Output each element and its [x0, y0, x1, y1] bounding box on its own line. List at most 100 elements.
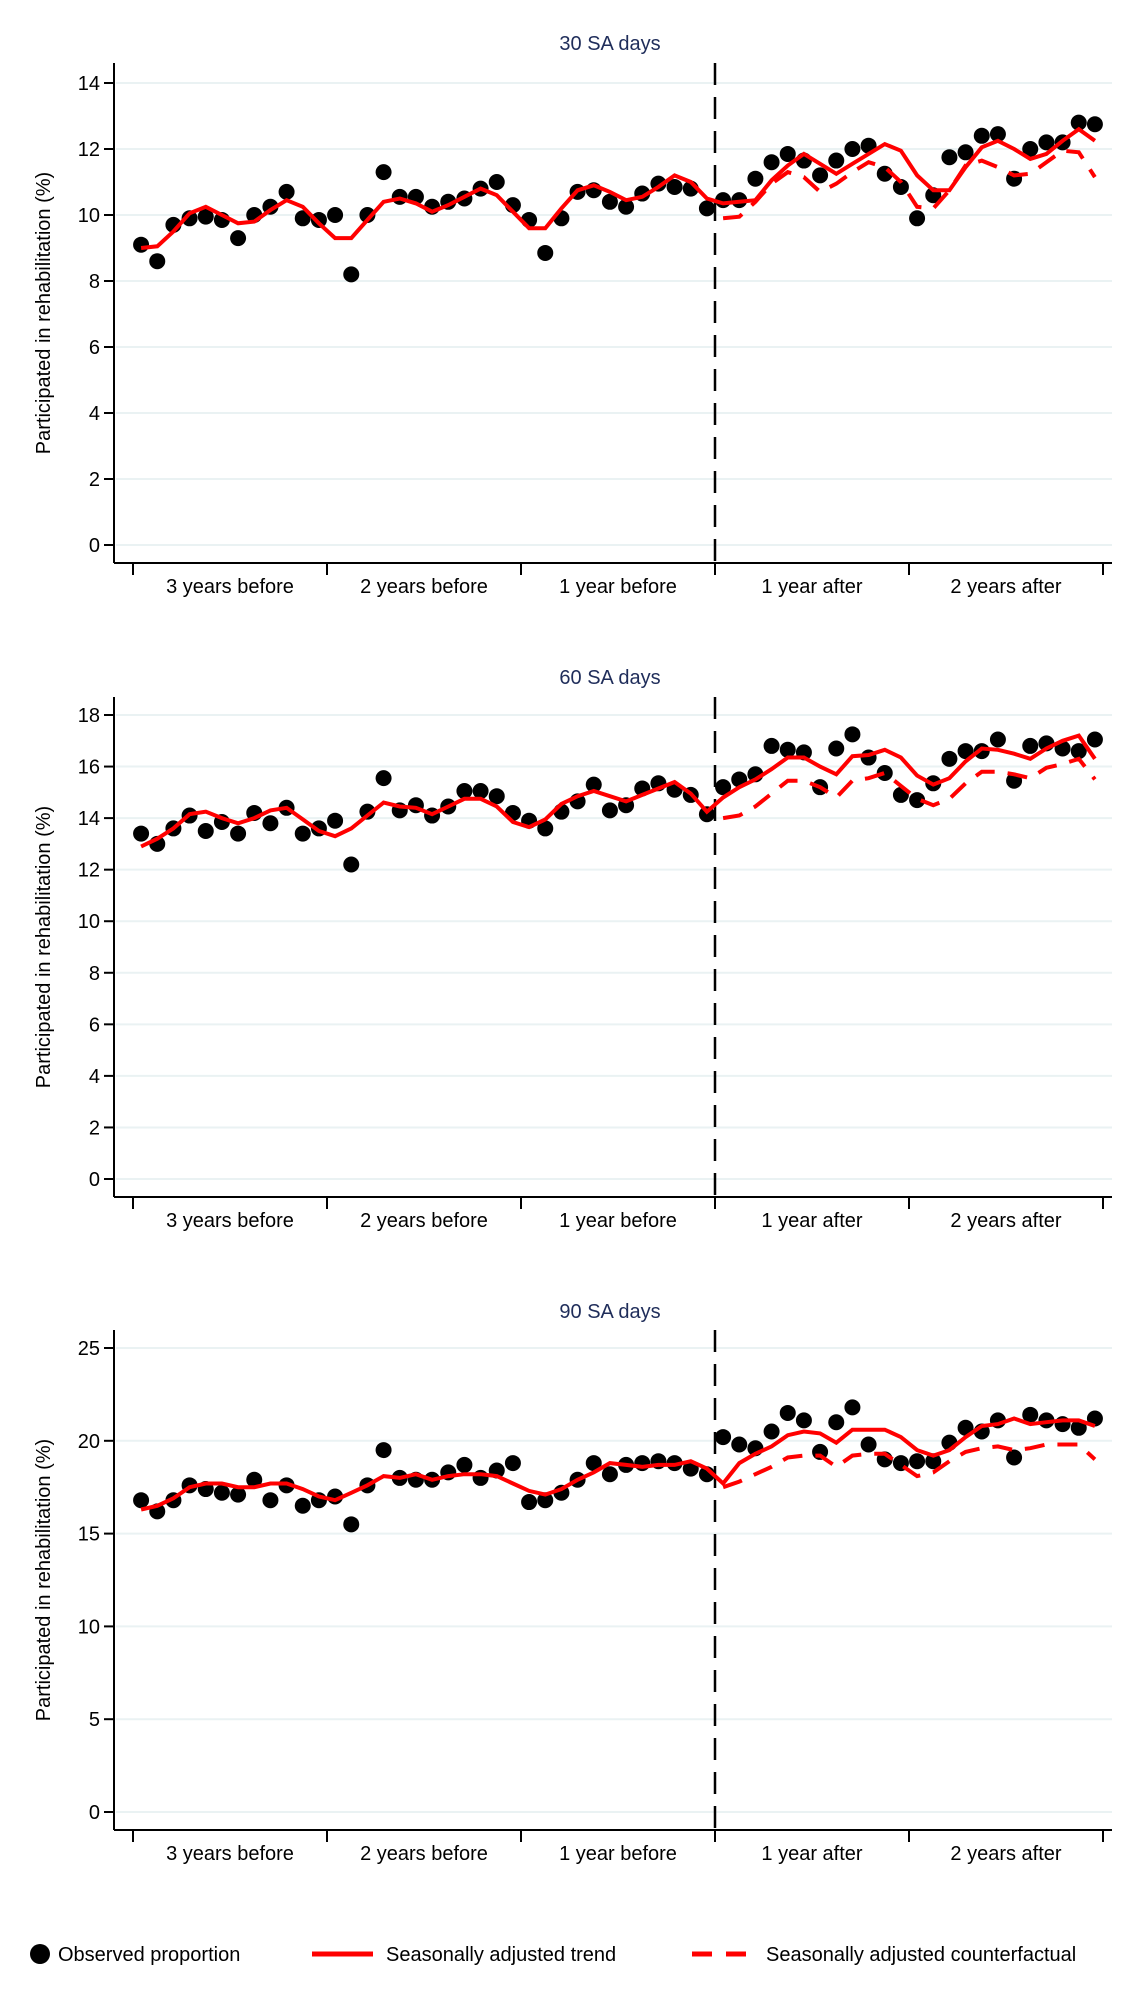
observed-point — [585, 1455, 602, 1472]
y-axis-label: Participated in rehabilitation (%) — [33, 806, 55, 1088]
panel-60-sa-days: 0 2 4 6 8 10 12 14 16 18 Participated in rehabilit… — [33, 667, 1112, 1232]
y-tick-label: 0 — [89, 535, 100, 557]
legend-trend-label: Seasonally adjusted trend — [386, 1944, 616, 1966]
observed-point — [294, 825, 311, 842]
observed-point — [133, 236, 150, 253]
observed-point — [957, 743, 974, 760]
observed-point — [359, 803, 376, 820]
observed-point — [860, 1436, 877, 1453]
y-tick-label: 2 — [89, 469, 100, 491]
x-tick-label: 2 years before — [360, 1843, 488, 1865]
x-tick-label: 2 years after — [950, 576, 1062, 598]
observed-point — [456, 783, 473, 800]
observed-point — [456, 1456, 473, 1473]
observed-point — [909, 1453, 926, 1470]
observed-point — [812, 167, 829, 184]
observed-point — [941, 750, 958, 767]
y-axis-label: Participated in rehabilitation (%) — [33, 172, 55, 454]
observed-point — [828, 1414, 845, 1431]
observed-point — [779, 741, 796, 758]
observed-point — [1038, 134, 1055, 151]
y-tick-label: 0 — [89, 1169, 100, 1191]
y-tick-label: 0 — [89, 1802, 100, 1824]
observed-point — [585, 776, 602, 793]
trend-line — [140, 126, 1097, 250]
observed-point — [601, 1466, 618, 1483]
observed-point — [763, 154, 780, 171]
trend-line — [140, 1416, 1096, 1512]
observed-point — [1006, 1449, 1023, 1466]
observed-point — [973, 127, 990, 144]
x-tick-label: 1 year before — [559, 576, 677, 598]
observed-point — [1022, 141, 1039, 157]
observed-point — [698, 200, 715, 217]
x-tick-label: 3 years before — [166, 576, 294, 598]
observed-point — [1086, 116, 1103, 133]
observed-point — [327, 207, 344, 223]
observed-point — [747, 170, 764, 187]
y-tick-label: 4 — [89, 403, 100, 425]
observed-point — [213, 1484, 230, 1501]
panel-title: 60 SA days — [559, 667, 660, 689]
observed-point — [715, 1429, 732, 1446]
observed-point — [181, 210, 198, 227]
y-tick-label: 6 — [89, 1014, 100, 1036]
counterfactual-line — [722, 1442, 1097, 1490]
x-tick-label: 1 year after — [761, 1843, 863, 1865]
observed-point — [343, 856, 360, 873]
observed-point — [327, 812, 344, 829]
observed-point — [359, 207, 376, 223]
y-tick-label: 14 — [78, 808, 100, 830]
legend-observed-label: Observed proportion — [58, 1944, 240, 1966]
x-tick-label: 1 year after — [761, 1210, 863, 1232]
observed-point — [763, 1423, 780, 1440]
observed-point — [601, 802, 618, 819]
observed-point — [715, 779, 732, 796]
y-tick-label: 10 — [78, 205, 100, 227]
observed-point — [763, 737, 780, 754]
observed-point — [537, 244, 554, 261]
observed-point — [133, 1492, 150, 1509]
observed-point — [230, 230, 247, 247]
observed-point — [246, 1471, 263, 1488]
observed-point — [197, 208, 214, 225]
observed-point — [375, 164, 392, 181]
observed-point — [779, 145, 796, 162]
observed-point — [844, 1399, 861, 1416]
observed-point — [909, 792, 926, 809]
x-tick-label: 1 year before — [559, 1210, 677, 1232]
observed-point — [1022, 1406, 1039, 1423]
observed-point — [779, 1404, 796, 1421]
legend-observed-marker — [30, 1944, 50, 1964]
observed-point — [294, 210, 311, 227]
x-tick-label: 1 year before — [559, 1843, 677, 1865]
observed-point — [472, 783, 489, 800]
observed-point — [1086, 731, 1103, 748]
counterfactual-line — [722, 148, 1097, 221]
x-tick-label: 2 years before — [360, 576, 488, 598]
observed-point — [262, 1492, 279, 1509]
observed-point — [537, 1492, 554, 1509]
observed-point — [844, 726, 861, 743]
y-tick-label: 8 — [89, 271, 100, 293]
y-tick-label: 15 — [78, 1524, 100, 1546]
panel-title: 90 SA days — [559, 1301, 660, 1323]
y-tick-label: 2 — [89, 1117, 100, 1139]
counterfactual-line — [722, 756, 1097, 821]
observed-point — [941, 149, 958, 166]
observed-point — [909, 210, 926, 227]
panel-90-sa-days: 0 5 10 15 20 25 Participated in rehabilitation… — [33, 1301, 1112, 1865]
observed-point — [795, 1412, 812, 1429]
observed-point — [521, 1494, 538, 1511]
y-tick-label: 12 — [78, 860, 100, 882]
observed-point — [230, 825, 247, 842]
observed-point — [230, 1486, 247, 1503]
y-tick-label: 8 — [89, 963, 100, 985]
observed-point — [149, 253, 166, 270]
observed-point — [892, 178, 909, 195]
observed-point — [1070, 114, 1087, 131]
observed-point — [537, 820, 554, 837]
x-tick-label: 3 years before — [166, 1210, 294, 1232]
observed-point — [294, 1497, 311, 1514]
